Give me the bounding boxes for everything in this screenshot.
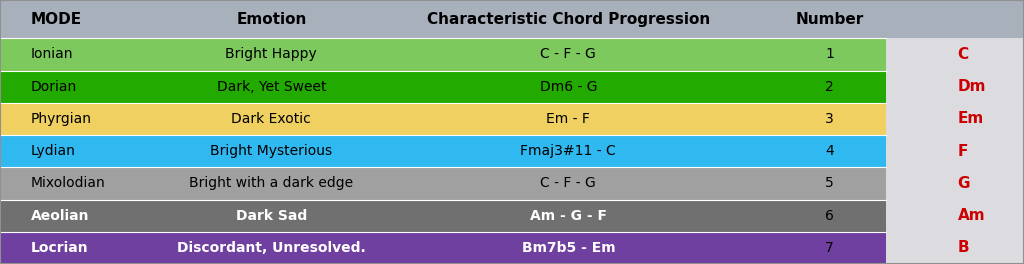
Text: Am: Am bbox=[957, 208, 985, 223]
FancyBboxPatch shape bbox=[773, 38, 886, 70]
FancyBboxPatch shape bbox=[0, 135, 773, 167]
FancyBboxPatch shape bbox=[0, 232, 773, 264]
Text: Bright with a dark edge: Bright with a dark edge bbox=[189, 176, 353, 190]
FancyBboxPatch shape bbox=[773, 232, 886, 264]
FancyBboxPatch shape bbox=[0, 167, 773, 200]
Text: 3: 3 bbox=[825, 112, 834, 126]
FancyBboxPatch shape bbox=[773, 167, 886, 200]
FancyBboxPatch shape bbox=[0, 38, 773, 70]
Text: Dark Exotic: Dark Exotic bbox=[231, 112, 311, 126]
FancyBboxPatch shape bbox=[0, 103, 773, 135]
Text: F: F bbox=[957, 144, 968, 159]
FancyBboxPatch shape bbox=[773, 103, 886, 135]
Text: MODE: MODE bbox=[31, 12, 82, 27]
Text: Mixolodian: Mixolodian bbox=[31, 176, 105, 190]
Text: Bright Happy: Bright Happy bbox=[225, 48, 317, 62]
Text: Am - G - F: Am - G - F bbox=[529, 209, 607, 223]
Text: Dm: Dm bbox=[957, 79, 986, 94]
Text: Em: Em bbox=[957, 111, 984, 126]
Text: 7: 7 bbox=[825, 241, 834, 255]
Text: Dark, Yet Sweet: Dark, Yet Sweet bbox=[217, 80, 326, 94]
Text: 4: 4 bbox=[825, 144, 834, 158]
Text: C - F - G: C - F - G bbox=[541, 176, 596, 190]
Text: Dark Sad: Dark Sad bbox=[236, 209, 307, 223]
Text: Locrian: Locrian bbox=[31, 241, 88, 255]
Text: Phyrgian: Phyrgian bbox=[31, 112, 92, 126]
FancyBboxPatch shape bbox=[773, 135, 886, 167]
Text: Bright Mysterious: Bright Mysterious bbox=[210, 144, 333, 158]
Text: 5: 5 bbox=[825, 176, 834, 190]
Text: Ionian: Ionian bbox=[31, 48, 74, 62]
FancyBboxPatch shape bbox=[773, 0, 886, 264]
Text: Discordant, Unresolved.: Discordant, Unresolved. bbox=[177, 241, 366, 255]
FancyBboxPatch shape bbox=[773, 70, 886, 103]
FancyBboxPatch shape bbox=[0, 200, 773, 232]
FancyBboxPatch shape bbox=[773, 200, 886, 232]
Text: 1: 1 bbox=[825, 48, 834, 62]
Text: B: B bbox=[957, 241, 969, 255]
Text: Dm6 - G: Dm6 - G bbox=[540, 80, 597, 94]
Text: Fmaj3#11 - C: Fmaj3#11 - C bbox=[520, 144, 616, 158]
Text: Bm7b5 - Em: Bm7b5 - Em bbox=[521, 241, 615, 255]
Text: C: C bbox=[957, 47, 969, 62]
FancyBboxPatch shape bbox=[886, 0, 1024, 264]
Text: C - F - G: C - F - G bbox=[541, 48, 596, 62]
Text: 6: 6 bbox=[825, 209, 834, 223]
Text: Em - F: Em - F bbox=[547, 112, 590, 126]
Text: Lydian: Lydian bbox=[31, 144, 76, 158]
Text: Dorian: Dorian bbox=[31, 80, 77, 94]
Text: Number: Number bbox=[796, 12, 863, 27]
Text: Aeolian: Aeolian bbox=[31, 209, 89, 223]
FancyBboxPatch shape bbox=[0, 70, 773, 103]
Text: Characteristic Chord Progression: Characteristic Chord Progression bbox=[427, 12, 710, 27]
Text: Emotion: Emotion bbox=[237, 12, 306, 27]
Text: G: G bbox=[957, 176, 970, 191]
FancyBboxPatch shape bbox=[0, 0, 1024, 38]
Text: 2: 2 bbox=[825, 80, 834, 94]
